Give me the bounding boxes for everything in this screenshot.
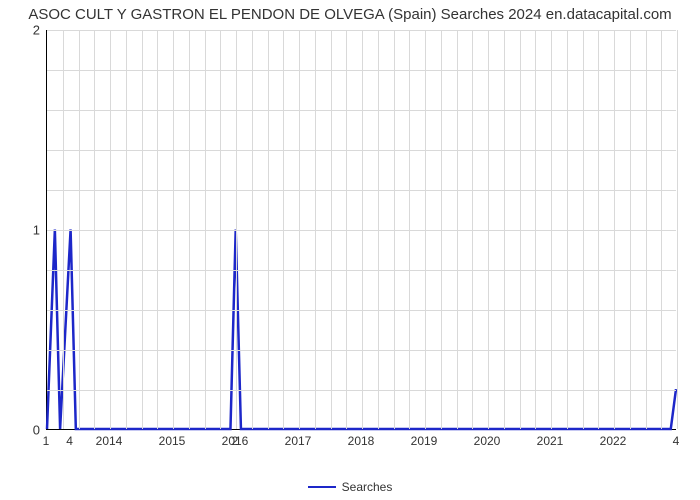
value-label: 2	[232, 434, 239, 448]
x-tick-label: 2022	[600, 434, 627, 448]
value-label: 1	[43, 434, 50, 448]
gridline-vertical	[677, 30, 678, 429]
gridline-horizontal-minor	[47, 150, 676, 151]
y-tick-label: 2	[10, 23, 40, 38]
gridline-horizontal-minor	[47, 190, 676, 191]
gridline-horizontal	[47, 230, 676, 231]
y-tick-label: 0	[10, 423, 40, 438]
x-tick-label: 2017	[285, 434, 312, 448]
gridline-horizontal-minor	[47, 110, 676, 111]
gridline-horizontal-minor	[47, 270, 676, 271]
gridline-horizontal-minor	[47, 350, 676, 351]
plot-area	[46, 30, 676, 430]
x-tick-label: 2018	[348, 434, 375, 448]
gridline-horizontal-minor	[47, 310, 676, 311]
x-tick-label: 2020	[474, 434, 501, 448]
x-tick-label: 2014	[96, 434, 123, 448]
x-tick-label: 2019	[411, 434, 438, 448]
gridline-horizontal	[47, 30, 676, 31]
legend-swatch	[308, 486, 336, 488]
chart-container: ASOC CULT Y GASTRON EL PENDON DE OLVEGA …	[0, 0, 700, 500]
gridline-horizontal-minor	[47, 390, 676, 391]
value-label: 4	[673, 434, 680, 448]
x-tick-label: 2015	[159, 434, 186, 448]
value-label: 4	[66, 434, 73, 448]
legend-label: Searches	[342, 480, 393, 494]
legend: Searches	[0, 479, 700, 494]
chart-title: ASOC CULT Y GASTRON EL PENDON DE OLVEGA …	[0, 6, 700, 23]
x-tick-label: 2021	[537, 434, 564, 448]
gridline-horizontal-minor	[47, 70, 676, 71]
y-tick-label: 1	[10, 223, 40, 238]
